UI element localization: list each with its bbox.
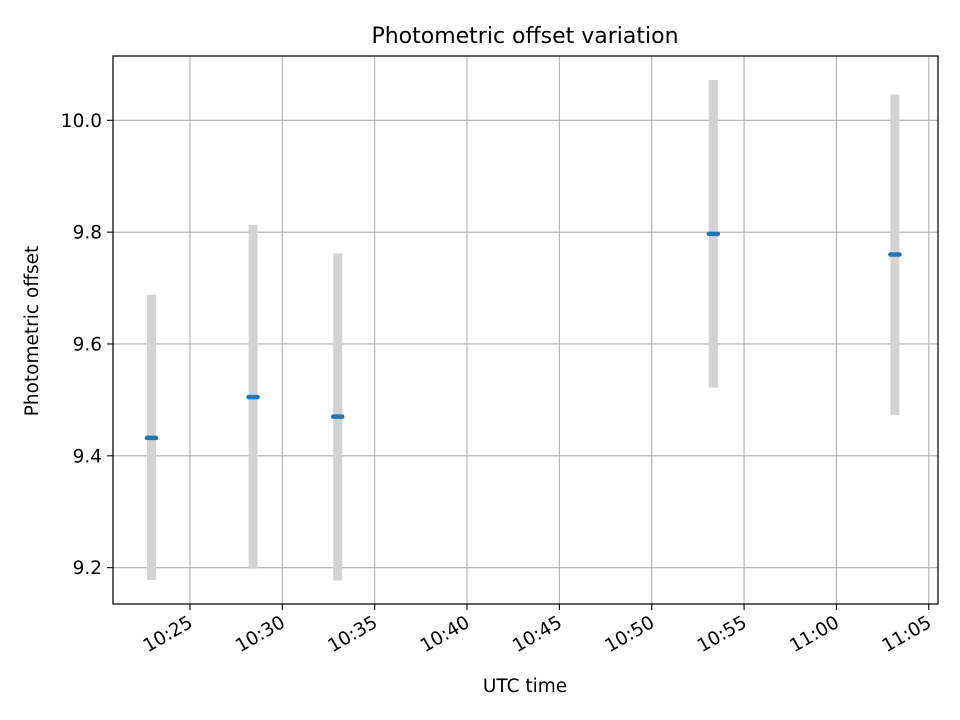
x-tick-label: 10:25 [140, 612, 197, 657]
x-tick-label: 10:50 [602, 612, 659, 657]
x-tick-label: 10:30 [232, 612, 289, 657]
y-tick-label: 9.2 [73, 558, 102, 579]
y-tick-label: 9.8 [73, 223, 102, 244]
y-tick-label: 10.0 [61, 111, 102, 132]
x-tick-label: 10:40 [417, 612, 474, 657]
marker-layer [147, 234, 899, 438]
tick-layer: 10:25 10:30 10:35 10:40 10:45 10:50 10:55 11:00… [61, 111, 935, 657]
x-tick-label: 11:00 [786, 612, 843, 657]
y-axis-title: Photometric offset [22, 246, 43, 417]
x-tick-label: 11:05 [879, 612, 936, 657]
y-tick-label: 9.6 [73, 334, 102, 355]
x-tick-label: 10:35 [324, 612, 381, 657]
errorbar-layer [151, 80, 894, 580]
y-tick-label: 9.4 [73, 446, 102, 467]
x-tick-label: 10:45 [509, 612, 566, 657]
chart-title: Photometric offset variation [371, 24, 678, 49]
x-tick-label: 10:55 [694, 612, 751, 657]
x-axis-title: UTC time [483, 676, 567, 697]
grid-layer [113, 56, 938, 604]
plot-frame [113, 56, 938, 604]
